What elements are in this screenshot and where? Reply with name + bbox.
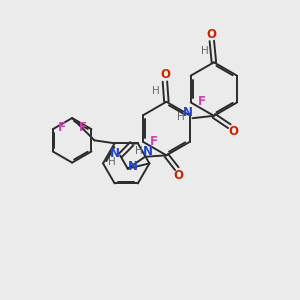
Text: N: N [143,145,153,158]
Text: F: F [198,95,206,108]
Text: H: H [108,157,116,167]
Text: O: O [160,68,170,81]
Text: H: H [200,46,208,56]
Text: F: F [79,121,86,134]
Text: N: N [128,160,138,173]
Text: F: F [58,121,66,134]
Text: H: H [177,112,185,122]
Text: O: O [207,28,217,41]
Text: H: H [152,86,160,96]
Text: N: N [110,147,120,160]
Text: O: O [173,169,183,182]
Text: O: O [228,125,238,138]
Text: N: N [183,106,193,119]
Text: F: F [150,135,158,148]
Text: H: H [135,146,142,156]
